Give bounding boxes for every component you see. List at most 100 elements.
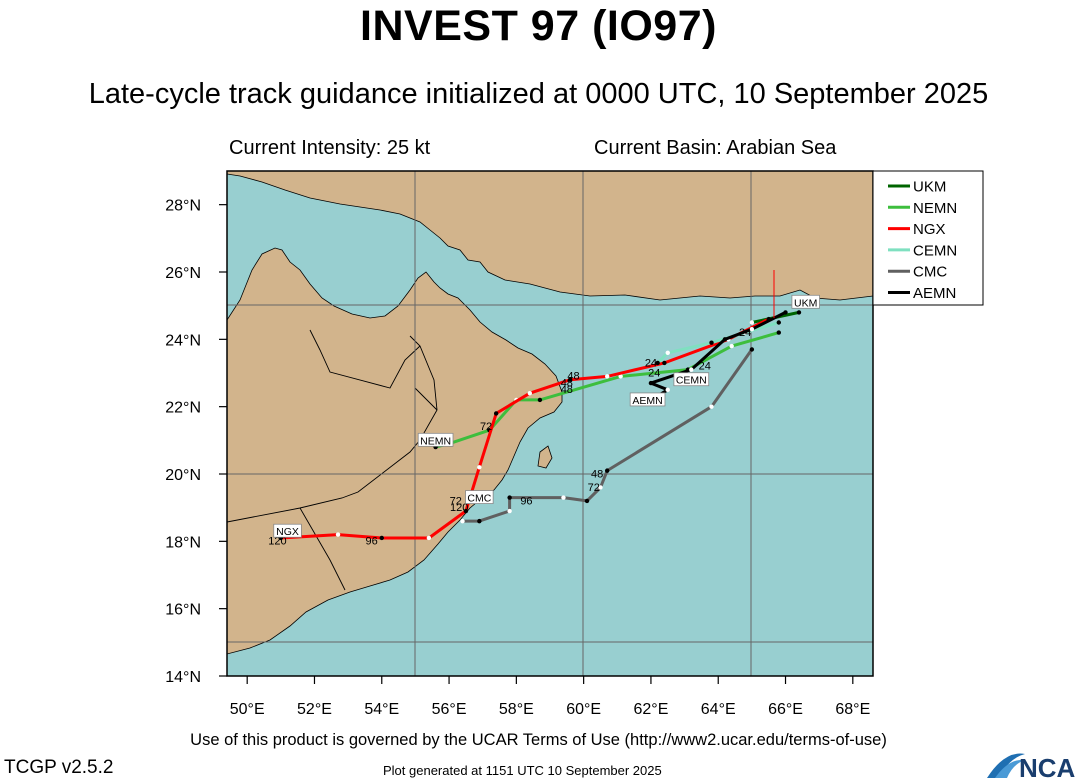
track-point-ngx [527, 391, 533, 396]
land-areas [227, 171, 873, 676]
lon-tick-label: 60°E [566, 701, 601, 718]
track-point-cmc [507, 508, 512, 514]
track-point-ngx [426, 535, 432, 541]
lat-tick-label: 20°N [165, 467, 201, 484]
model-label-nemn: NEMN [420, 435, 451, 447]
track-point-nemn [729, 343, 734, 349]
track-point-ngx [662, 360, 667, 366]
axis-ticks: 50°E 52°E 54°E 56°E 58°E 60°E 62°E 64°E 66°E 68°E… [165, 198, 870, 718]
model-label-box [273, 523, 302, 538]
legend-box [872, 170, 984, 306]
legend: UKM NEMN NGX CEMN CMC AEMN [872, 170, 984, 306]
page-subtitle: Late-cycle track guidance initialized at… [88, 78, 989, 110]
track-point-cmc [460, 518, 465, 524]
lon-tick-label: 68°E [835, 701, 870, 718]
page-title: INVEST 97 (IO97) [360, 2, 717, 50]
forecast-hour-label: 96 [366, 536, 378, 548]
track-point-ngx [604, 374, 610, 379]
current-basin: Current Basin: Arabian Sea [594, 137, 837, 159]
track-point-aemn [665, 387, 670, 393]
model-label-aemn: AEMN [632, 395, 662, 407]
track-point-aemn [749, 327, 755, 332]
forecast-hour-label: 24 [648, 367, 660, 379]
forecast-hour-label: 48 [561, 377, 573, 389]
lat-tick-label: 26°N [165, 265, 201, 282]
track-point-ukm [749, 320, 755, 325]
model-label-cemn: CEMN [676, 375, 707, 387]
model-label-box [465, 490, 494, 504]
model-label-box [417, 432, 454, 447]
terms-of-use: Use of this product is governed by the U… [190, 731, 887, 749]
track-point-cmc [584, 498, 590, 504]
track-cmc [462, 348, 754, 523]
track-point-cmc [507, 495, 512, 500]
forecast-hour-label: 48 [591, 468, 603, 480]
legend-label-aemn: AEMN [913, 285, 956, 302]
model-label-box [791, 294, 820, 309]
track-point-aemn [689, 367, 694, 372]
forecast-hour-label: 120 [450, 502, 468, 514]
plot-generated: Plot generated at 1151 UTC 10 September … [383, 763, 662, 778]
track-point-ngx [477, 465, 482, 470]
model-label-ngx: NGX [276, 526, 299, 538]
land-arabia [227, 247, 563, 655]
track-point-cmc [709, 404, 714, 409]
forecast-hour-label: 48 [561, 384, 573, 396]
tracks-layer [278, 310, 802, 541]
track-point-cemn [709, 340, 714, 345]
track-point-cemn [776, 320, 781, 325]
legend-label-cemn: CEMN [913, 242, 957, 259]
lon-tick-label: 66°E [768, 701, 803, 718]
forecast-hour-label: 24 [739, 327, 751, 339]
track-point-cemn [655, 360, 660, 366]
track-point-nemn [537, 397, 543, 403]
track-point-nemn [776, 330, 781, 335]
ncar-logo: NCAR [987, 753, 1077, 780]
track-point-ukm [796, 310, 802, 315]
track-point-aemn [648, 380, 654, 386]
forecast-hour-label: 96 [520, 495, 532, 507]
forecast-hour-label: 120 [268, 536, 286, 548]
track-point-aemn [722, 337, 728, 342]
model-label-box [629, 392, 666, 407]
track-point-ngx [463, 508, 469, 514]
lon-tick-label: 52°E [297, 701, 332, 718]
track-point-cmc [598, 485, 603, 490]
svg-text:NCAR: NCAR [1019, 753, 1077, 780]
forecast-hour-label: 72 [450, 495, 462, 507]
model-label-ukm: UKM [794, 297, 817, 309]
lat-tick-label: 18°N [165, 534, 201, 551]
lon-tick-label: 62°E [634, 701, 669, 718]
legend-label-cmc: CMC [913, 264, 947, 281]
land-iran-pakistan [227, 171, 873, 301]
lon-tick-label: 54°E [364, 701, 399, 718]
lat-tick-label: 22°N [165, 400, 201, 417]
model-label-cmc: CMC [467, 493, 491, 505]
model-labels-layer: UKM CEMN AEMN NEMN CMC NGX [273, 294, 820, 538]
lon-tick-label: 50°E [230, 701, 265, 718]
track-point-nemn [618, 374, 623, 379]
track-point-cmc [604, 468, 610, 473]
track-point-cmc [477, 518, 482, 524]
legend-label-ukm: UKM [913, 179, 946, 196]
version-label: TCGP v2.5.2 [4, 757, 114, 778]
lat-tick-label: 24°N [165, 332, 201, 349]
lon-tick-label: 58°E [499, 701, 534, 718]
forecast-hour-label: 48 [567, 371, 579, 383]
forecast-hour-label: 24 [699, 361, 711, 373]
track-point-ngx [493, 411, 499, 416]
forecast-hour-label: 72 [480, 421, 492, 433]
lon-tick-label: 64°E [701, 701, 736, 718]
legend-label-ngx: NGX [913, 221, 946, 238]
lon-tick-label: 56°E [432, 701, 467, 718]
track-point-ngx [567, 377, 573, 382]
current-intensity: Current Intensity: 25 kt [229, 137, 431, 159]
track-point-cmc [749, 347, 755, 352]
forecast-hour-label: 24 [645, 357, 657, 369]
track-point-cmc [561, 495, 566, 500]
map-frame [226, 170, 874, 677]
track-point-ngx [335, 532, 341, 537]
model-label-box [673, 372, 710, 387]
lat-tick-label: 14°N [165, 669, 201, 686]
